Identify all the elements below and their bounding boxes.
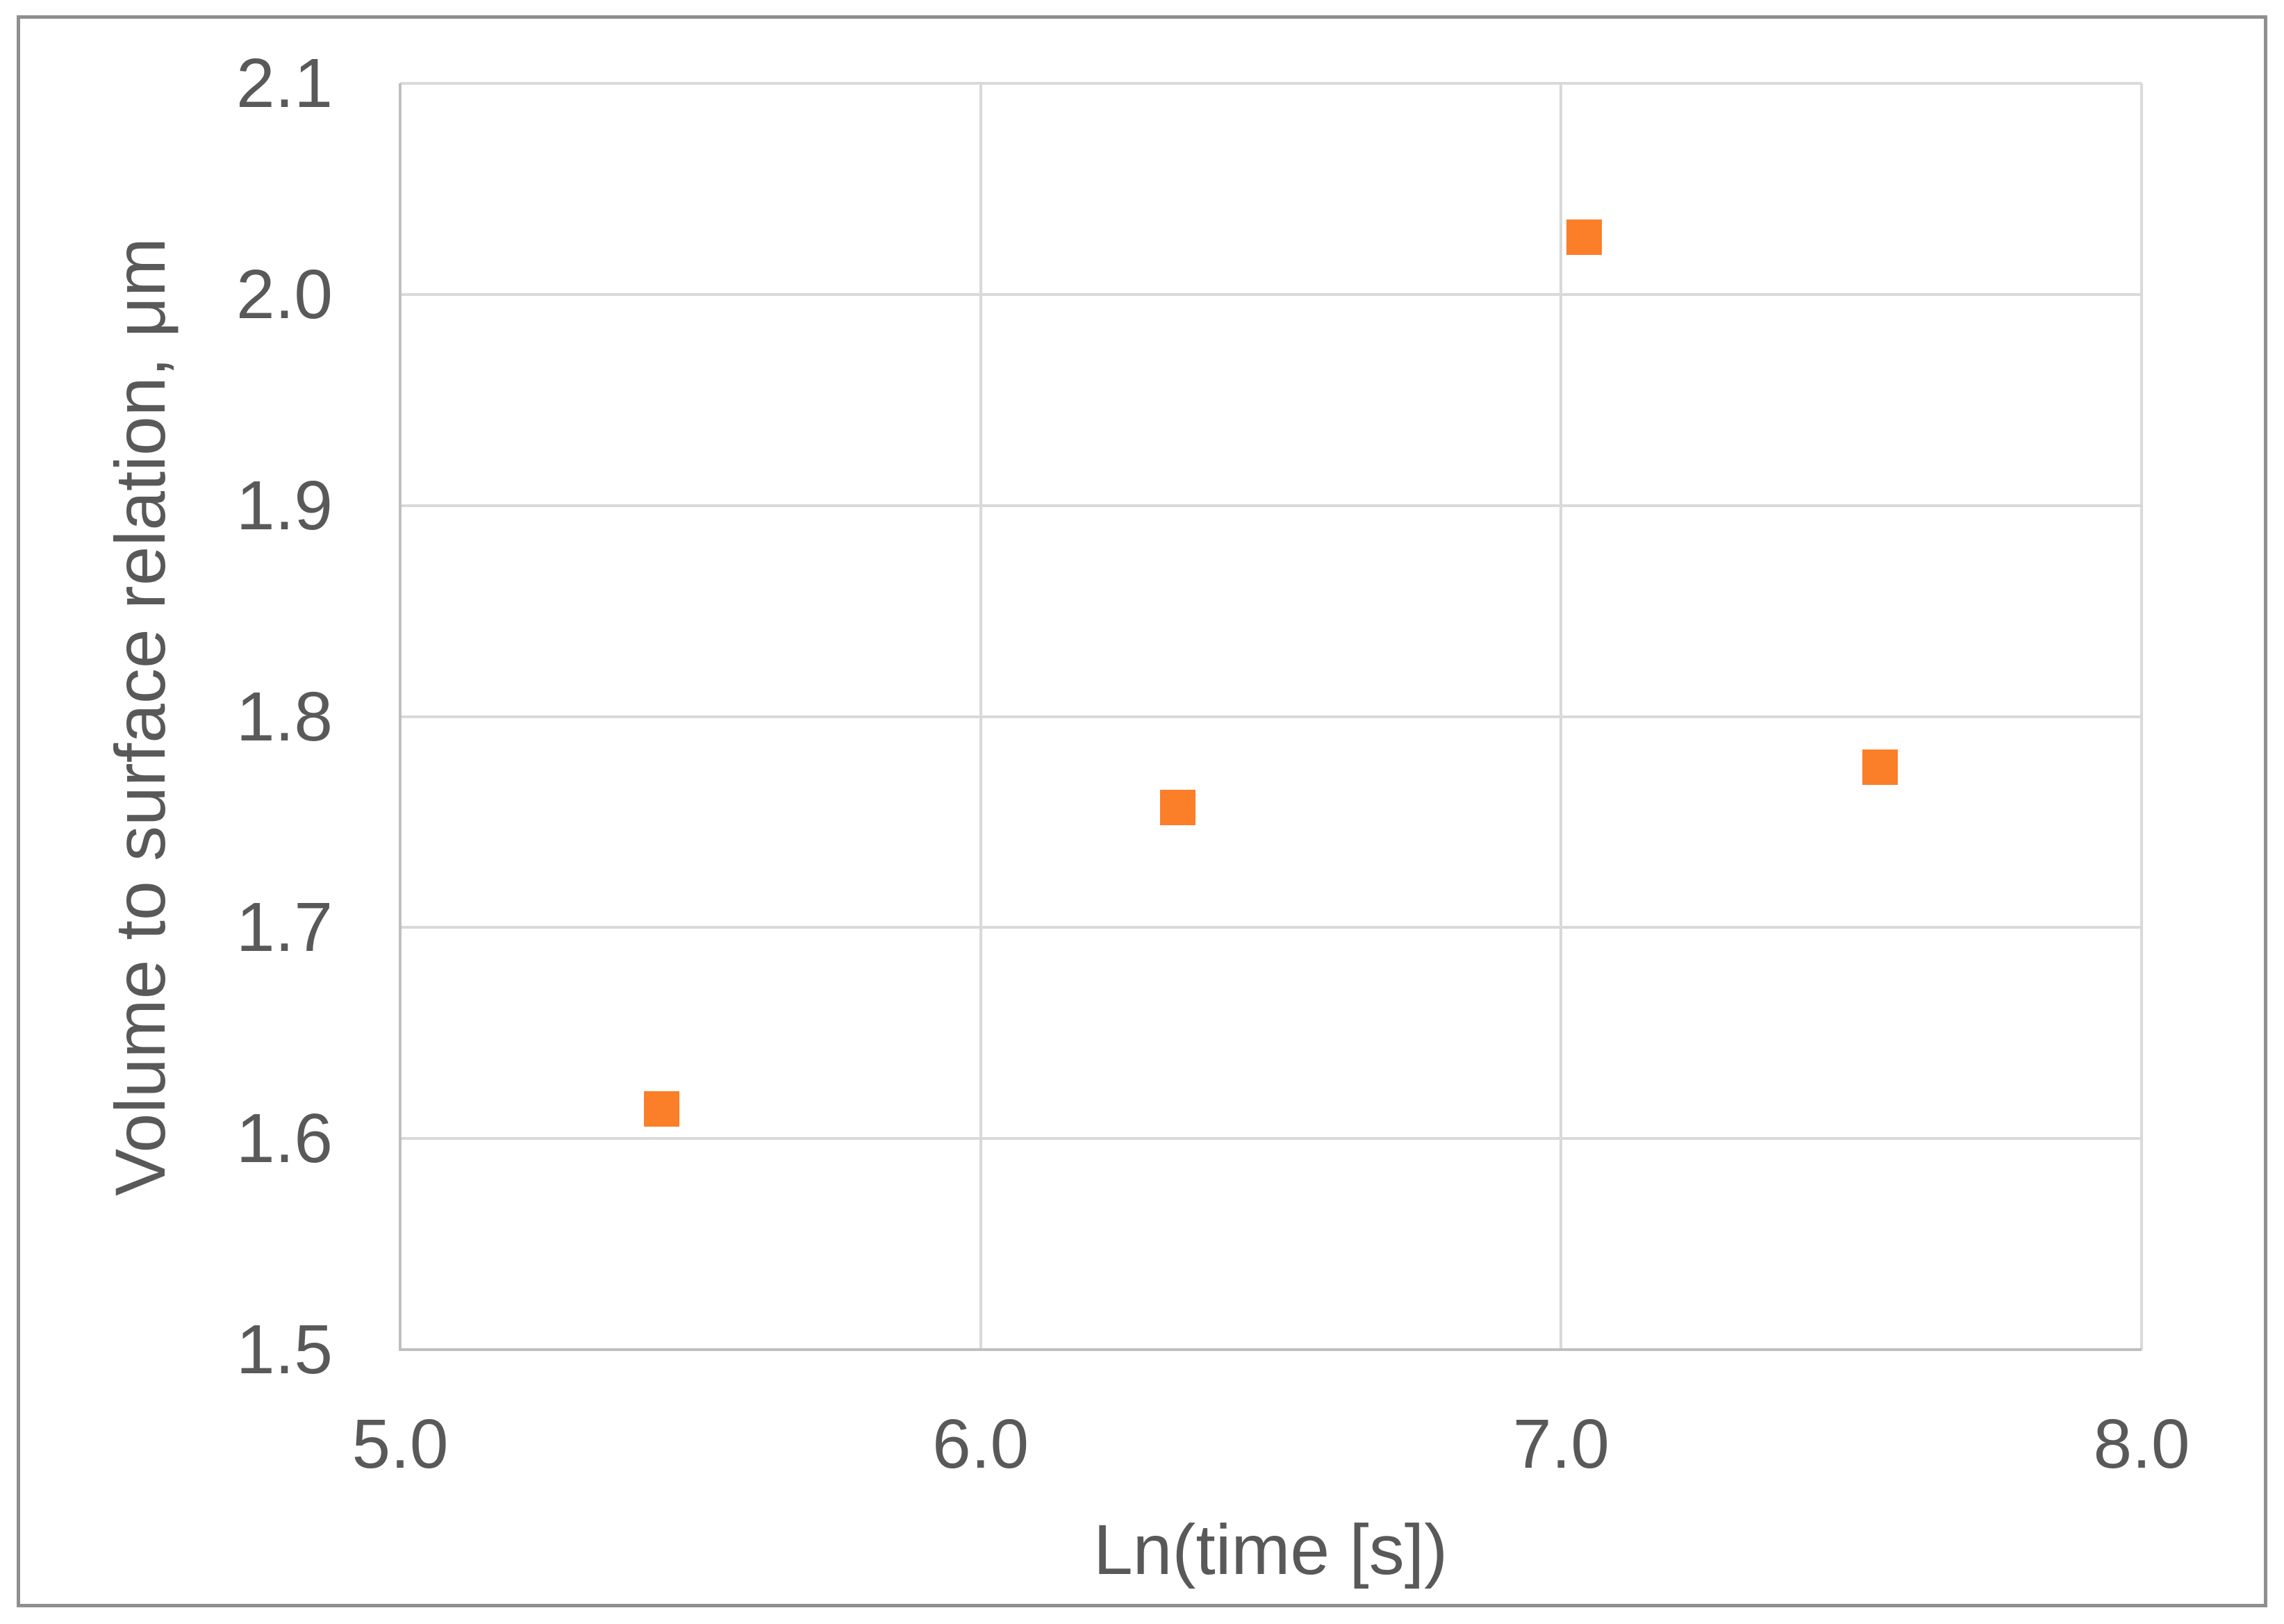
data-point-marker — [1160, 789, 1196, 825]
y-axis-title: Volume to surface relation, μm — [101, 238, 180, 1196]
data-point-marker — [1566, 219, 1603, 256]
horizontal-gridline — [400, 926, 2142, 929]
x-axis-title: Ln(time [s]) — [1093, 1510, 1448, 1589]
y-tick-label: 1.5 — [235, 1311, 333, 1389]
y-tick-label: 1.6 — [235, 1100, 333, 1178]
vertical-gridline — [2140, 83, 2143, 1350]
plot-area — [399, 82, 2143, 1351]
data-point-marker — [1862, 749, 1898, 785]
x-tick-label: 5.0 — [351, 1405, 449, 1483]
y-tick-label: 1.9 — [235, 466, 333, 545]
figure-frame: 2.1 2.0 1.9 1.8 1.7 1.6 1.5 5.0 6.0 7.0 8.0 Volum… — [17, 15, 2267, 1607]
data-point-marker — [643, 1091, 679, 1127]
horizontal-gridline — [400, 82, 2142, 85]
y-tick-label: 1.8 — [235, 677, 333, 756]
x-axis-line — [399, 1348, 2142, 1351]
horizontal-gridline — [400, 504, 2142, 507]
scatter-chart: 2.1 2.0 1.9 1.8 1.7 1.6 1.5 5.0 6.0 7.0 8.0 Volum… — [20, 19, 2264, 1604]
y-tick-label: 2.1 — [235, 44, 333, 122]
y-tick-label: 2.0 — [235, 255, 333, 333]
y-tick-label: 1.7 — [235, 888, 333, 967]
horizontal-gridline — [400, 715, 2142, 718]
x-tick-label: 7.0 — [1512, 1405, 1609, 1483]
horizontal-gridline — [400, 292, 2142, 296]
y-axis-line — [399, 83, 402, 1350]
horizontal-gridline — [400, 1137, 2142, 1141]
x-tick-label: 8.0 — [2093, 1405, 2190, 1483]
x-tick-label: 6.0 — [932, 1405, 1029, 1483]
